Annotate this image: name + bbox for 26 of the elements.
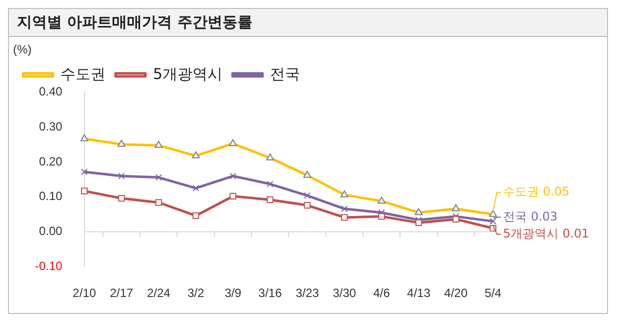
chart-title: 지역별 아파트매매가격 주간변동률 xyxy=(8,8,608,37)
y-tick-label: 0.30 xyxy=(38,120,63,134)
x-tick-label: 4/6 xyxy=(373,286,390,300)
legend-label: 수도권 xyxy=(60,64,106,83)
x-tick-label: 3/23 xyxy=(296,286,320,300)
y-tick-label: 0.20 xyxy=(38,154,63,168)
y-tick-label: 0.40 xyxy=(38,84,63,99)
x-tick-label: 3/16 xyxy=(258,286,282,300)
y-tick-label: 0.00 xyxy=(38,224,63,238)
y-axis-title: (%) xyxy=(13,42,32,57)
x-tick-label: 2/24 xyxy=(146,286,171,300)
annotation: 전국 0.03 xyxy=(503,209,558,224)
x-tick-label: 2/10 xyxy=(72,286,96,300)
legend-label: 전국 xyxy=(270,64,300,83)
x-tick-label: 3/2 xyxy=(187,286,204,300)
annotation: 5개광역시 0.01 xyxy=(503,226,590,240)
x-tick-label: 3/30 xyxy=(332,286,356,300)
x-tick-label: 2/17 xyxy=(110,286,134,300)
annotation: 수도권 0.05 xyxy=(503,184,570,198)
y-tick-label: -0.10 xyxy=(34,258,63,273)
x-tick-label: 4/13 xyxy=(407,286,431,300)
x-tick-label: 5/4 xyxy=(484,286,502,300)
y-tick-label: 0.10 xyxy=(38,189,63,204)
x-tick-label: 4/20 xyxy=(444,286,468,300)
legend-label: 5개광역시 xyxy=(153,64,223,83)
x-tick-label: 3/9 xyxy=(224,286,242,300)
